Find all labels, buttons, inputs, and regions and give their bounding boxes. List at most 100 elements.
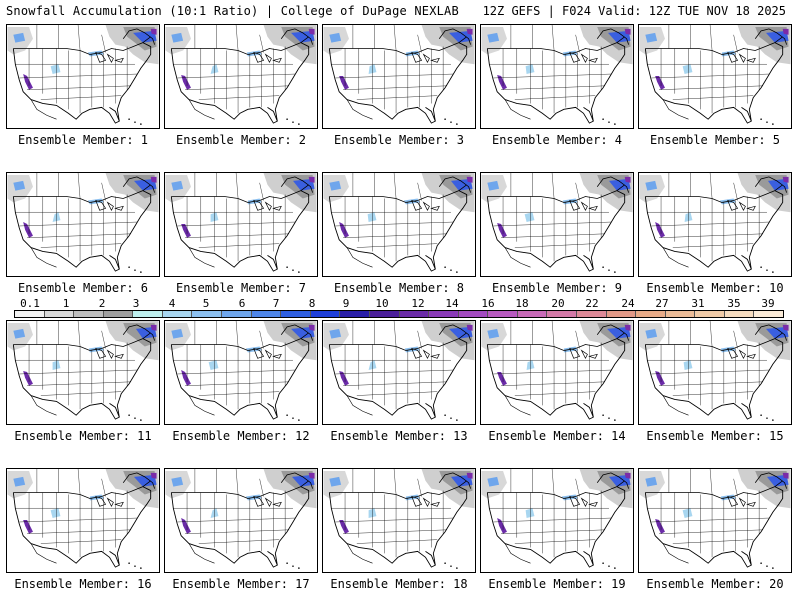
- state-lines: [331, 46, 453, 114]
- snow-sierra: [23, 74, 33, 90]
- caribbean-islands: [444, 414, 458, 421]
- great-lakes: [253, 347, 282, 360]
- caribbean-islands: [444, 562, 458, 569]
- snow-purple-ne: [150, 472, 157, 479]
- colorbar-tick-label: 18: [515, 297, 529, 310]
- ensemble-panel: [638, 468, 792, 573]
- snow-rockies: [525, 508, 535, 519]
- ensemble-member-label: Ensemble Member: 5: [649, 133, 781, 147]
- snow-rockies: [524, 212, 535, 223]
- border-line: [171, 480, 309, 499]
- snow-sierra: [497, 75, 507, 90]
- us-outline: [12, 338, 152, 420]
- map-svg: [7, 469, 159, 569]
- florida: [583, 107, 594, 122]
- snow-blue-nw: [171, 328, 184, 339]
- snow-sierra: [339, 76, 349, 90]
- ensemble-panel: [638, 24, 792, 129]
- border-line: [645, 480, 783, 499]
- snow-purple-ne: [466, 324, 473, 331]
- snow-sierra: [655, 519, 665, 534]
- colorbar-tick-label: 0.1: [20, 297, 40, 310]
- ensemble-panel: [480, 24, 634, 129]
- east-coast: [280, 472, 313, 489]
- colorbar-tick-label: 16: [481, 297, 495, 310]
- colorbar-segment: [74, 311, 104, 317]
- colorbar-tick-label: 7: [272, 297, 280, 310]
- east-coast: [754, 324, 787, 341]
- great-lakes: [95, 347, 124, 360]
- canada-lines: [510, 321, 580, 349]
- colorbar-segment: [488, 311, 518, 317]
- snowfall-colorbar: [14, 310, 784, 318]
- snow-blue-ne: [291, 30, 315, 43]
- caribbean-islands: [760, 266, 774, 273]
- snow-sierra: [23, 520, 33, 534]
- canada-lines: [352, 173, 422, 201]
- snow-rockies: [682, 508, 693, 519]
- snow-blue-ne: [450, 474, 473, 487]
- us-outline: [328, 486, 468, 568]
- canada-lines: [510, 173, 580, 201]
- ensemble-member-label: Ensemble Member: 19: [488, 577, 626, 591]
- colorbar-segment: [399, 311, 430, 317]
- ensemble-panel: [164, 320, 318, 425]
- map-svg: [481, 469, 633, 569]
- canada-lines: [352, 469, 422, 497]
- florida: [267, 551, 278, 566]
- snow-blue-ne: [608, 178, 631, 191]
- map-svg: [639, 25, 791, 125]
- us-outline: [12, 190, 152, 272]
- run-info: 12Z GEFS | F024 Valid: 12Z TUE NOV 18 20…: [482, 4, 786, 18]
- colorbar-segment: [576, 311, 607, 317]
- great-lakes: [95, 199, 124, 212]
- snow-blue-ne: [134, 474, 157, 487]
- florida: [583, 255, 594, 270]
- snow-blue-ne: [449, 326, 473, 339]
- us-outline: [170, 486, 310, 568]
- florida: [267, 255, 278, 270]
- snow-sierra: [497, 372, 507, 386]
- great-lakes: [569, 199, 598, 212]
- colorbar-segment: [222, 311, 252, 317]
- snow-sierra: [497, 223, 507, 238]
- map-svg: [165, 25, 317, 125]
- snow-blue-ne: [607, 326, 631, 339]
- state-lines: [647, 342, 769, 410]
- state-lines: [489, 490, 611, 558]
- east-coast: [438, 28, 471, 45]
- snow-blue-ne: [291, 326, 315, 339]
- map-svg: [481, 173, 633, 273]
- colorbar-segment: [15, 311, 45, 317]
- state-lines: [647, 194, 769, 262]
- snow-rockies: [683, 360, 693, 371]
- state-lines: [15, 194, 137, 262]
- ensemble-member-label: Ensemble Member: 12: [172, 429, 310, 443]
- florida: [109, 403, 120, 418]
- colorbar-tick-label: 27: [655, 297, 669, 310]
- florida: [425, 551, 436, 566]
- state-lines: [489, 194, 611, 262]
- mexico-border: [346, 543, 373, 564]
- snow-blue-nw: [329, 180, 342, 191]
- state-lines: [173, 490, 295, 558]
- east-coast: [122, 472, 155, 489]
- ensemble-member-label: Ensemble Member: 13: [330, 429, 468, 443]
- map-svg: [165, 321, 317, 421]
- snow-blue-ne: [766, 474, 789, 487]
- ensemble-member-label: Ensemble Member: 1: [17, 133, 149, 147]
- east-coast: [280, 324, 313, 341]
- florida: [109, 551, 120, 566]
- colorbar-segment: [340, 311, 370, 317]
- snow-purple-ne: [782, 176, 789, 183]
- snow-rockies: [50, 64, 61, 75]
- ensemble-panel: [322, 320, 476, 425]
- snow-purple-ne: [624, 472, 631, 479]
- colorbar-tick-label: 9: [342, 297, 350, 310]
- state-lines: [15, 490, 137, 558]
- ensemble-member-label: Ensemble Member: 9: [491, 281, 623, 295]
- state-lines: [173, 194, 295, 262]
- snow-purple-ne: [150, 324, 157, 331]
- caribbean-islands: [760, 562, 774, 569]
- snow-blue-nw: [329, 476, 342, 487]
